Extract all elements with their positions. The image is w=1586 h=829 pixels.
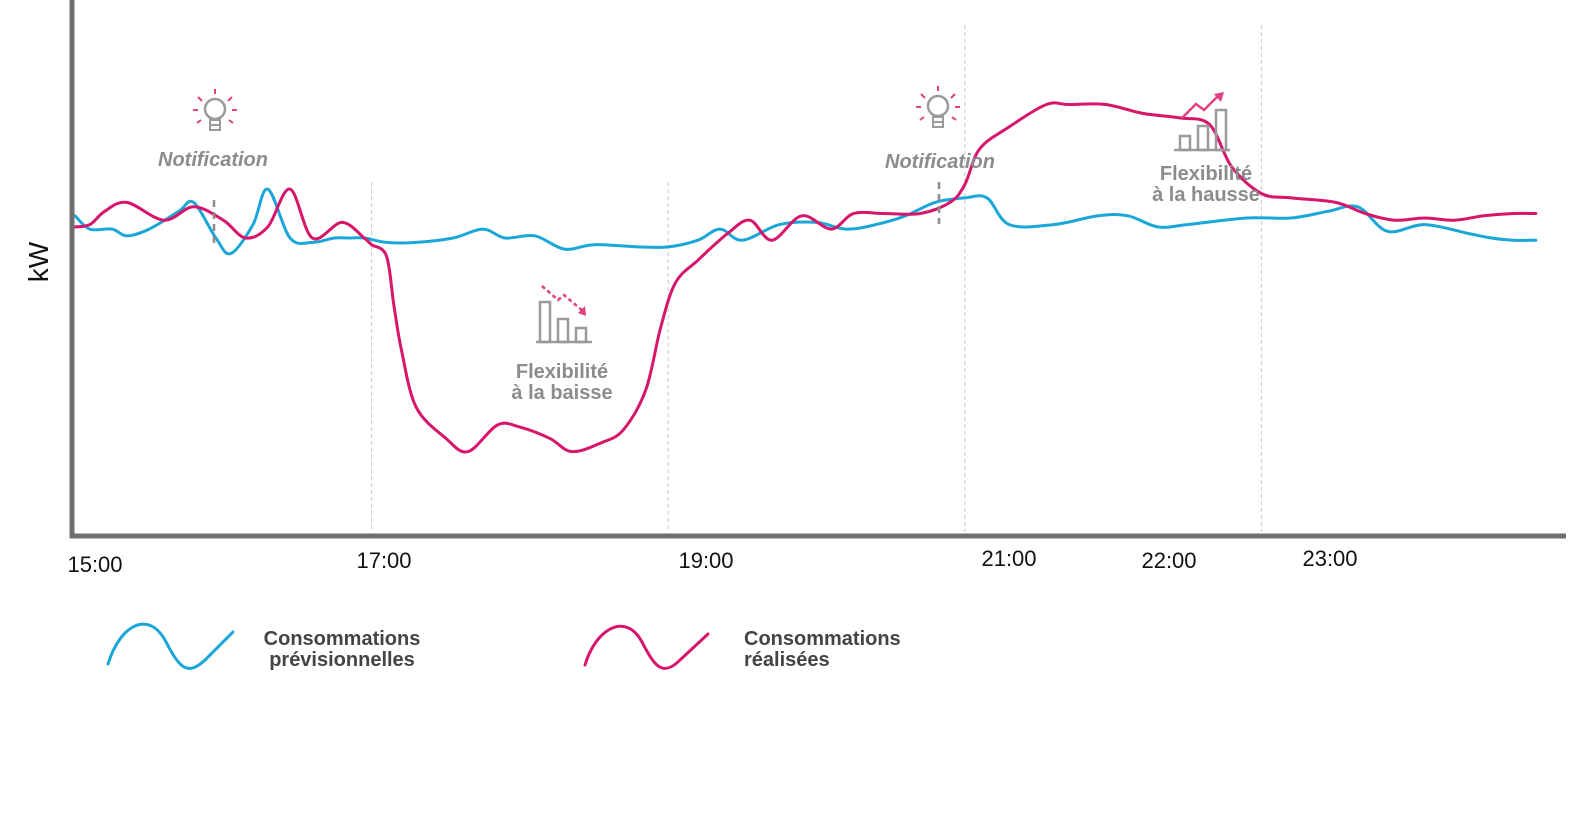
legend-label-line2: prévisionnelles [269, 649, 415, 671]
legend-item-realisees: Consommations réalisées [583, 624, 901, 671]
bar-chart-increase-icon [1174, 92, 1230, 152]
legend-label-line1: Consommations [264, 628, 421, 650]
legend-label-line1: Consommations [744, 628, 901, 650]
wave-line-icon [106, 622, 235, 670]
lightbulb-icon [916, 86, 960, 128]
flex-down-label-line1: Flexibilité [516, 361, 608, 383]
legend-label-line2: réalisées [744, 649, 830, 671]
y-axis-label: kW [23, 241, 54, 282]
wave-line-icon [583, 624, 710, 670]
x-tick-label: 21:00 [981, 546, 1036, 571]
bar-chart-decrease-icon [536, 285, 592, 344]
notification-label: Notification [885, 151, 995, 173]
notification-label: Notification [158, 149, 268, 171]
flex-down-annotation: Flexibilité à la baisse [511, 285, 613, 404]
flex-up-label-line2: à la hausse [1152, 184, 1260, 206]
x-tick-label: 19:00 [678, 548, 733, 573]
series-line-realisees [73, 101, 1538, 454]
x-tick-label: 15:00 [67, 552, 122, 577]
notification-annotation-1: Notification [158, 89, 268, 244]
lightbulb-icon [193, 89, 237, 131]
gridlines [371, 25, 1262, 532]
x-tick-label: 22:00 [1141, 548, 1196, 573]
x-tick-labels: 15:00 17:00 19:00 21:00 22:00 23:00 [67, 546, 1357, 577]
x-tick-label: 17:00 [356, 548, 411, 573]
flex-up-annotation: Flexibilité à la hausse [1152, 92, 1260, 206]
notification-annotation-2: Notification [885, 86, 995, 224]
x-tick-label: 23:00 [1302, 546, 1357, 571]
legend-item-previsionnelles: Consommations prévisionnelles [106, 622, 421, 671]
series-line-previsionnelles [73, 187, 1538, 256]
legend: Consommations prévisionnelles Consommati… [106, 622, 901, 671]
flex-up-label-line1: Flexibilité [1160, 163, 1252, 185]
flex-down-label-line2: à la baisse [511, 382, 612, 404]
